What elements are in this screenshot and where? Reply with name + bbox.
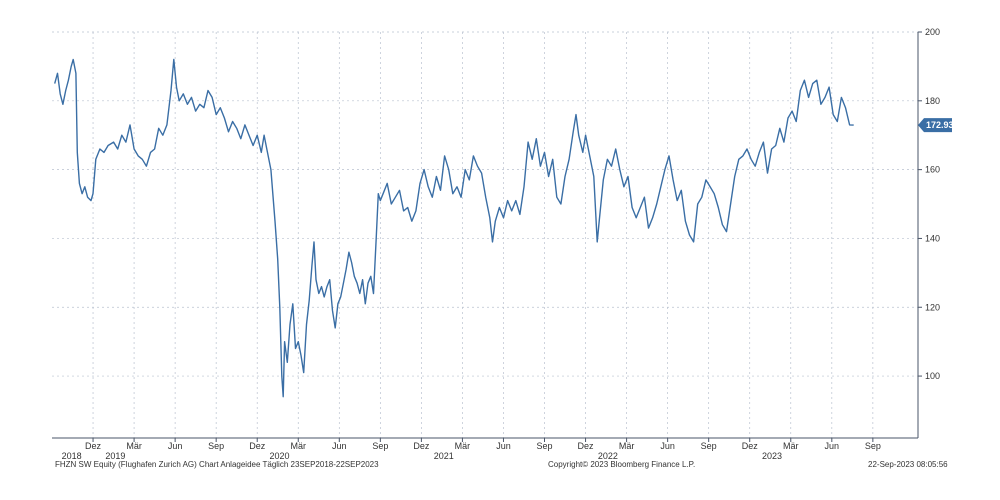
footer-right-text: 22-Sep-2023 08:05:56 (868, 460, 948, 469)
x-tick-label: Mär (126, 441, 142, 451)
x-tick-label: Mär (291, 441, 307, 451)
y-tick-label: 180 (925, 96, 940, 106)
label-layer: 100 120 140 160 180 200 Dez Mär Jun Sep Dez Mär Jun S… (62, 27, 954, 461)
x-tick-label: Sep (372, 441, 388, 451)
x-tick-label: Dez (85, 441, 102, 451)
footer-left-text: FHZN SW Equity (Flughafen Zurich AG) Cha… (55, 460, 379, 469)
x-tick-label: Sep (865, 441, 881, 451)
x-tick-label: Jun (660, 441, 675, 451)
y-tick-label: 120 (925, 302, 940, 312)
y-tick-label: 100 (925, 371, 940, 381)
x-tick-label: Jun (496, 441, 511, 451)
footer: FHZN SW Equity (Flughafen Zurich AG) Cha… (55, 460, 948, 469)
last-price-tag-bg (918, 118, 952, 133)
year-label: 2020 (270, 451, 290, 461)
x-tick-label: Dez (578, 441, 595, 451)
y-tick-label: 140 (925, 233, 940, 243)
footer-center-text: Copyright© 2023 Bloomberg Finance L.P. (548, 460, 695, 469)
year-label: 2021 (434, 451, 454, 461)
price-series-line (54, 58, 854, 398)
x-tick-label: Mär (783, 441, 799, 451)
last-price-tag: 172.93 (918, 118, 954, 133)
x-tick-label: Dez (249, 441, 266, 451)
axis-layer (52, 31, 922, 442)
year-label: 2023 (762, 451, 782, 461)
x-tick-label: Sep (537, 441, 553, 451)
year-label: 2019 (105, 451, 125, 461)
year-label: 2018 (62, 451, 82, 461)
x-tick-label: Jun (825, 441, 840, 451)
x-tick-label: Jun (168, 441, 183, 451)
grid-layer (52, 31, 918, 438)
year-label: 2022 (598, 451, 618, 461)
x-tick-label: Dez (742, 441, 759, 451)
x-tick-label: Sep (208, 441, 224, 451)
x-tick-label: Jun (332, 441, 347, 451)
last-price-label: 172.93 (926, 120, 954, 130)
x-tick-label: Mär (619, 441, 635, 451)
y-tick-label: 200 (925, 27, 940, 37)
y-tick-label: 160 (925, 165, 940, 175)
x-tick-label: Sep (701, 441, 717, 451)
x-tick-label: Mär (455, 441, 471, 451)
series-layer (54, 58, 854, 398)
x-tick-label: Dez (413, 441, 430, 451)
